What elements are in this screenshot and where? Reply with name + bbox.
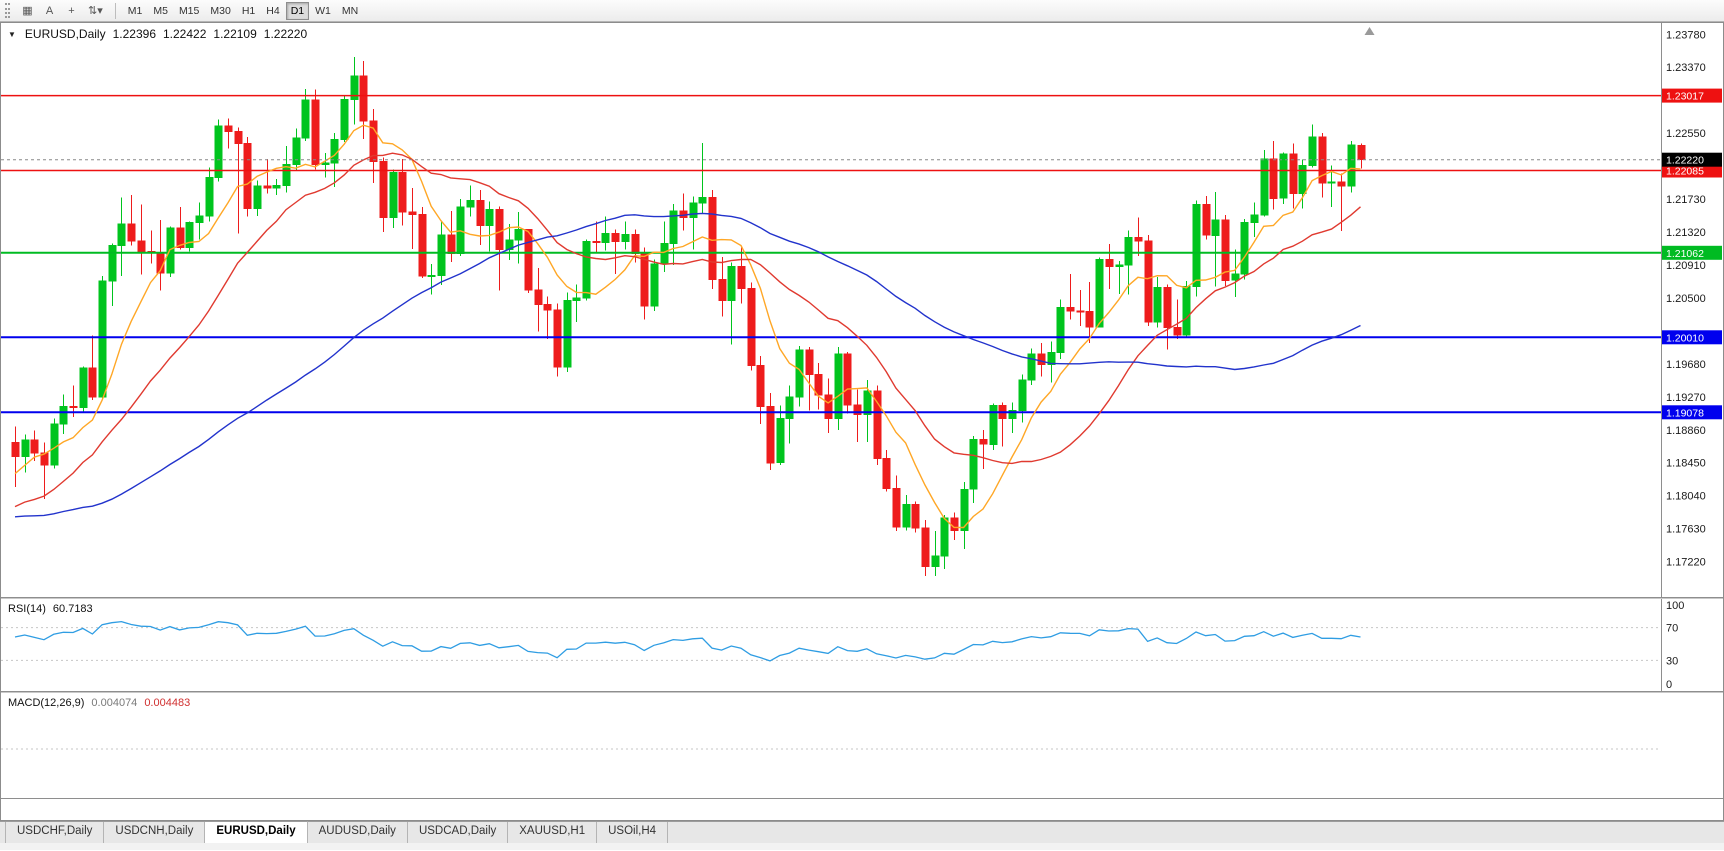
timeframe-m15-button[interactable]: M15 (174, 2, 204, 20)
ma-slow-line (14, 212, 1361, 518)
chart-window[interactable]: 1.23780 1.23370 1.22550 1.21730 1.21320 1.209… (0, 22, 1724, 821)
svg-text:1.19078: 1.19078 (1666, 407, 1704, 419)
price-badge-1.20010: 1.20010 (1662, 330, 1722, 345)
svg-text:1.18040: 1.18040 (1666, 491, 1706, 503)
svg-text:1.21062: 1.21062 (1666, 248, 1704, 260)
svg-text:1.17630: 1.17630 (1666, 524, 1706, 536)
svg-text:1.22220: 1.22220 (1666, 155, 1704, 167)
svg-text:1.19270: 1.19270 (1666, 392, 1706, 404)
toolbar-separator (114, 2, 116, 19)
timeframe-mn-button[interactable]: MN (337, 2, 363, 20)
timeframe-h4-button[interactable]: H4 (261, 2, 284, 20)
timeframe-m1-button[interactable]: M1 (123, 2, 148, 20)
chart-tab-usdchf[interactable]: USDCHF,Daily (5, 822, 105, 843)
charts-grid-button[interactable]: ▦ (17, 2, 38, 20)
svg-text:1.22085: 1.22085 (1666, 166, 1704, 178)
time-axis[interactable] (1, 799, 1723, 820)
svg-text:1.18450: 1.18450 (1666, 458, 1706, 470)
time-axis-border (1, 798, 1723, 799)
svg-text:1.21320: 1.21320 (1666, 227, 1706, 239)
price-chart-panel[interactable]: 1.23780 1.23370 1.22550 1.21730 1.21320 1.209… (1, 23, 1723, 597)
price-badge-1.23017: 1.23017 (1662, 88, 1722, 103)
rsi-axis-label: 100 (1666, 600, 1684, 612)
timeframe-h1-button[interactable]: H1 (237, 2, 260, 20)
svg-text:1.20910: 1.20910 (1666, 260, 1706, 272)
current-price-badge: 1.22220 (1662, 152, 1722, 167)
svg-text:1.18860: 1.18860 (1666, 425, 1706, 437)
chart-tab-audusd[interactable]: AUDUSD,Daily (307, 822, 408, 843)
rsi-axis-label: 30 (1666, 655, 1678, 667)
timeframe-m5-button[interactable]: M5 (148, 2, 173, 20)
rsi-axis-label: 0 (1666, 679, 1672, 691)
crosshair-button[interactable]: + (61, 2, 82, 20)
timeframe-m30-button[interactable]: M30 (205, 2, 235, 20)
svg-text:1.23017: 1.23017 (1666, 91, 1704, 103)
candles-layer (11, 56, 1366, 577)
svg-text:1.23780: 1.23780 (1666, 29, 1706, 41)
period-toolbar: ▦ A + ⇅▾ M1 M5 M15 M30 H1 H4 D1 W1 MN (0, 0, 1724, 22)
svg-text:1.20500: 1.20500 (1666, 293, 1706, 305)
price-badge-1.21062: 1.21062 (1662, 245, 1722, 260)
timeframe-w1-button[interactable]: W1 (310, 2, 336, 20)
chart-shift-marker[interactable] (1364, 27, 1375, 35)
chart-tab-xauusd[interactable]: XAUUSD,H1 (508, 822, 598, 843)
svg-text:1.20010: 1.20010 (1666, 332, 1704, 344)
price-axis-labels[interactable]: 1.23780 1.23370 1.22550 1.21730 1.21320 1.209… (1666, 29, 1706, 568)
chart-tab-usoil[interactable]: USOil,H4 (597, 822, 669, 843)
line-studies-dropdown-button[interactable]: ⇅▾ (83, 2, 108, 20)
timeframe-d1-button[interactable]: D1 (285, 1, 310, 20)
rsi-indicator-panel[interactable]: 100 70 30 0 (1, 599, 1723, 691)
rsi-axis-label: 70 (1666, 623, 1678, 635)
chart-tab-eurusd[interactable]: EURUSD,Daily (205, 821, 308, 843)
chart-tab-usdcad[interactable]: USDCAD,Daily (407, 822, 509, 843)
tool-buttons-group: ▦ A + ⇅▾ (17, 2, 108, 20)
timeframe-buttons-group: M1 M5 M15 M30 H1 H4 D1 W1 MN (123, 1, 363, 20)
chart-tabs-bar: USDCHF,Daily USDCNH,Daily EURUSD,Daily AUDU… (0, 821, 1724, 843)
macd-indicator-panel[interactable] (1, 693, 1723, 798)
ma-mid-line (14, 152, 1361, 508)
svg-text:1.22550: 1.22550 (1666, 128, 1706, 140)
svg-text:1.21730: 1.21730 (1666, 194, 1706, 206)
price-badge-1.19078: 1.19078 (1662, 405, 1722, 420)
panel-splitter-rsi[interactable] (1, 597, 1723, 599)
rsi-line (14, 620, 1361, 662)
toolbar-drag-handle[interactable] (5, 3, 10, 18)
price-badge-1.22085: 1.22085 (1662, 163, 1722, 178)
svg-text:1.17220: 1.17220 (1666, 557, 1706, 569)
svg-text:1.23370: 1.23370 (1666, 62, 1706, 74)
cursor-a-button[interactable]: A (39, 2, 60, 20)
chart-tab-usdcnh[interactable]: USDCNH,Daily (104, 822, 206, 843)
svg-text:1.19680: 1.19680 (1666, 359, 1706, 371)
status-strip (0, 843, 1724, 850)
panel-splitter-macd[interactable] (1, 691, 1723, 693)
ma-fast-line (14, 124, 1361, 529)
